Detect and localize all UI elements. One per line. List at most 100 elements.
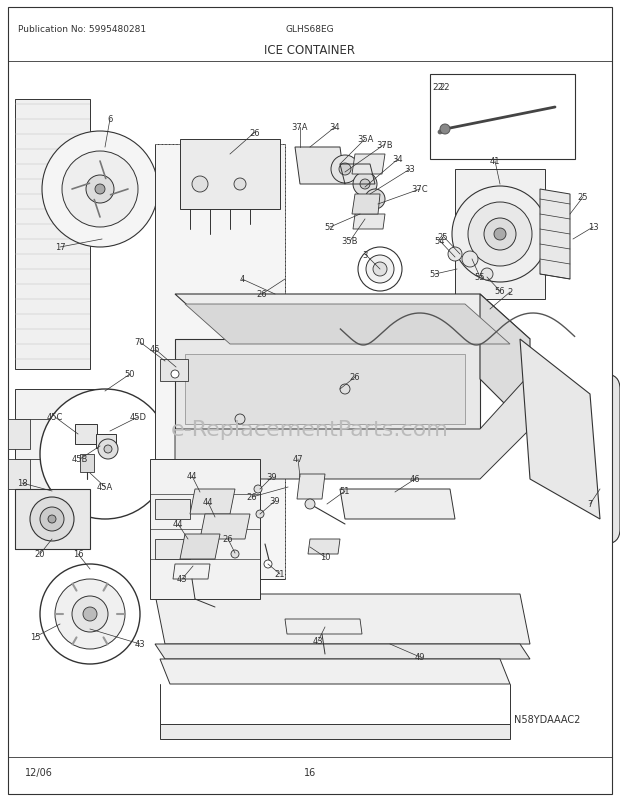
Polygon shape [200, 514, 250, 539]
Circle shape [235, 415, 245, 424]
Circle shape [448, 248, 462, 261]
Polygon shape [540, 190, 570, 280]
Polygon shape [15, 100, 90, 370]
Text: 56: 56 [495, 287, 505, 296]
Text: 43: 43 [177, 575, 187, 584]
Circle shape [452, 187, 548, 282]
Text: 25: 25 [578, 193, 588, 202]
Text: 17: 17 [55, 243, 65, 252]
Circle shape [331, 156, 359, 184]
Polygon shape [480, 294, 530, 429]
Polygon shape [455, 170, 545, 300]
Circle shape [468, 203, 532, 267]
Polygon shape [308, 539, 340, 554]
Circle shape [358, 248, 402, 292]
Circle shape [371, 196, 379, 204]
Circle shape [484, 219, 516, 251]
Text: 37B: 37B [377, 140, 393, 149]
Polygon shape [175, 294, 530, 339]
Circle shape [192, 176, 208, 192]
Polygon shape [150, 460, 260, 599]
Text: 12/06: 12/06 [25, 767, 53, 777]
Circle shape [40, 565, 140, 664]
Polygon shape [160, 724, 510, 739]
Circle shape [104, 445, 112, 453]
Text: e-ReplacementParts.com: e-ReplacementParts.com [171, 419, 449, 439]
Polygon shape [8, 460, 30, 489]
Text: 70: 70 [135, 338, 145, 347]
Text: 52: 52 [325, 223, 335, 233]
Polygon shape [190, 489, 235, 514]
Bar [15, 489, 90, 549]
Text: 44: 44 [187, 472, 197, 481]
Text: 44: 44 [203, 498, 213, 507]
Polygon shape [15, 390, 105, 549]
Text: 10: 10 [320, 553, 330, 561]
Circle shape [234, 179, 246, 191]
Text: 18: 18 [17, 479, 27, 488]
Polygon shape [520, 339, 600, 520]
Circle shape [440, 125, 450, 135]
Text: 22: 22 [440, 83, 450, 92]
Circle shape [340, 384, 350, 395]
Circle shape [40, 390, 170, 520]
Text: 41: 41 [490, 157, 500, 166]
Circle shape [171, 371, 179, 379]
Circle shape [373, 263, 387, 277]
Text: 6: 6 [107, 115, 113, 124]
Text: 43: 43 [312, 637, 323, 646]
Text: 7: 7 [587, 500, 593, 508]
Circle shape [55, 579, 125, 649]
Polygon shape [175, 339, 480, 429]
Circle shape [83, 607, 97, 622]
Circle shape [264, 561, 272, 569]
Bar [96, 435, 116, 448]
Circle shape [72, 596, 108, 632]
Text: 35A: 35A [357, 136, 373, 144]
Polygon shape [352, 155, 385, 175]
Circle shape [231, 550, 239, 558]
Text: 25: 25 [438, 233, 448, 241]
Polygon shape [352, 195, 380, 215]
Text: ICE CONTAINER: ICE CONTAINER [265, 43, 355, 56]
Polygon shape [155, 539, 190, 559]
Text: 46: 46 [410, 475, 420, 484]
Polygon shape [155, 594, 530, 644]
Circle shape [254, 485, 262, 493]
Polygon shape [155, 644, 530, 659]
Text: Publication No: 5995480281: Publication No: 5995480281 [18, 26, 146, 34]
FancyBboxPatch shape [540, 375, 620, 545]
Text: 16: 16 [73, 550, 83, 559]
Circle shape [339, 164, 351, 176]
Text: 16: 16 [304, 767, 316, 777]
Circle shape [98, 439, 118, 460]
Text: 54: 54 [435, 237, 445, 246]
Circle shape [462, 252, 478, 268]
Text: 45D: 45D [130, 413, 146, 422]
Text: 55: 55 [475, 273, 485, 282]
Text: 3: 3 [362, 250, 368, 259]
Text: GLHS68EG: GLHS68EG [286, 26, 334, 34]
Bar [160, 359, 188, 382]
Circle shape [305, 500, 315, 509]
Text: 26: 26 [247, 493, 257, 502]
Polygon shape [185, 354, 465, 424]
Text: 20: 20 [35, 550, 45, 559]
Text: 33: 33 [405, 165, 415, 174]
Text: 37C: 37C [412, 185, 428, 194]
Polygon shape [155, 500, 190, 520]
Circle shape [48, 516, 56, 524]
Circle shape [256, 510, 264, 518]
Circle shape [40, 508, 64, 532]
Text: 34: 34 [392, 156, 404, 164]
Polygon shape [185, 305, 510, 345]
Polygon shape [175, 375, 530, 480]
Text: 26: 26 [250, 128, 260, 137]
Bar [80, 455, 94, 472]
Circle shape [365, 190, 385, 210]
Circle shape [86, 176, 114, 204]
Text: 26: 26 [350, 373, 360, 382]
Text: 35B: 35B [342, 237, 358, 246]
Text: N58YDAAAC2: N58YDAAAC2 [513, 714, 580, 724]
Text: 2: 2 [507, 288, 513, 297]
